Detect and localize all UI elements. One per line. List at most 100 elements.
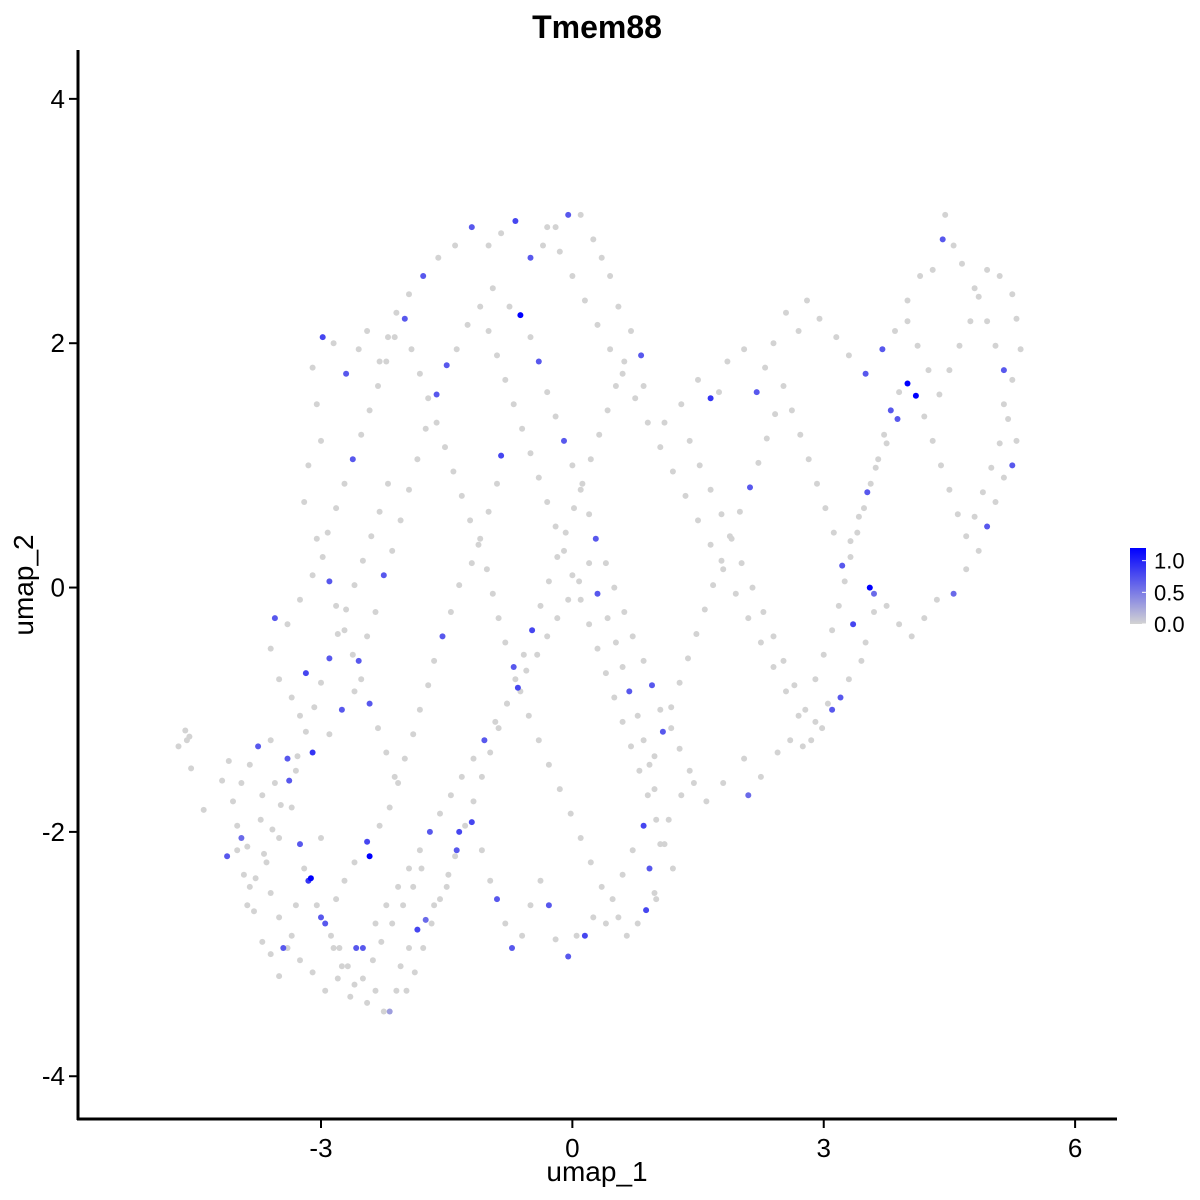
cell-point [372, 609, 379, 615]
cell-point [720, 780, 727, 786]
cell-point [309, 364, 316, 371]
cell-point [414, 926, 421, 933]
cell-point [938, 462, 944, 469]
cell-point [653, 896, 660, 903]
cell-point [552, 936, 559, 943]
cell-point [829, 706, 836, 713]
cell-point [661, 419, 668, 426]
cell-point [267, 951, 274, 958]
x-tick-label: 6 [1068, 1133, 1082, 1163]
cell-point [238, 780, 245, 786]
cell-point [561, 547, 567, 554]
cell-point [477, 535, 484, 542]
cell-point [925, 367, 932, 374]
cell-point [577, 835, 584, 841]
cell-point [596, 431, 603, 438]
cell-point [351, 859, 358, 866]
cell-point [602, 560, 609, 567]
cell-point [401, 755, 408, 762]
cell-point [385, 334, 391, 341]
cell-point [649, 682, 655, 689]
cell-point [182, 727, 189, 734]
cell-point [695, 517, 701, 524]
cell-point [386, 804, 393, 811]
cell-point [487, 749, 494, 756]
cell-point [330, 945, 337, 951]
cell-point [406, 291, 412, 298]
cell-point [309, 749, 316, 756]
cell-point [395, 883, 402, 890]
colorbar-label: 0.0 [1154, 612, 1185, 637]
cell-point [812, 676, 819, 683]
cell-point [494, 352, 500, 359]
cell-point [397, 963, 404, 970]
cell-point [383, 749, 390, 756]
cell-point [246, 761, 253, 768]
cell-point [607, 346, 614, 353]
cell-point [527, 334, 534, 341]
cell-point [447, 792, 454, 799]
cell-point [271, 780, 278, 786]
cell-point [200, 806, 207, 813]
x-axis-ticks: -3 0 3 6 [309, 1119, 1082, 1163]
cell-point [619, 871, 626, 878]
cell-point [950, 242, 957, 249]
cell-point [984, 523, 991, 530]
cell-point [787, 737, 794, 744]
x-tick-label: 0 [565, 1133, 579, 1163]
cell-point [393, 309, 400, 316]
cell-point [478, 773, 485, 780]
cell-point [416, 370, 423, 377]
cell-point [579, 480, 586, 487]
cell-point [770, 340, 777, 347]
cell-point [286, 777, 293, 784]
cell-point [458, 773, 465, 780]
cell-point [244, 843, 251, 850]
cell-point [326, 731, 333, 738]
cell-point [389, 547, 396, 554]
cell-point [992, 499, 999, 505]
cell-point [319, 554, 326, 560]
cell-point [914, 342, 921, 349]
cell-point [535, 737, 542, 744]
cell-point [385, 480, 391, 487]
cell-point [629, 847, 636, 854]
cell-point [804, 297, 810, 304]
cell-point [414, 456, 421, 463]
cell-point [693, 631, 700, 637]
cell-point [406, 486, 412, 493]
cell-point [319, 334, 326, 341]
cell-point [829, 627, 836, 634]
cell-point [797, 431, 804, 438]
cell-point [545, 761, 552, 768]
cell-point [586, 560, 593, 567]
cell-point [929, 266, 936, 273]
cell-point [707, 541, 714, 548]
cell-point [380, 572, 387, 579]
color-legend: 1.0 0.5 0.0 [1130, 548, 1185, 637]
cell-point [581, 932, 588, 939]
cell-point [847, 554, 854, 560]
cell-point [502, 920, 509, 927]
cell-point [757, 773, 764, 780]
cell-point [271, 615, 278, 622]
cell-point [495, 725, 502, 732]
cell-point [678, 401, 685, 408]
chart-title: Tmem88 [532, 9, 662, 45]
cell-point [561, 437, 567, 444]
cell-point [544, 224, 551, 231]
cell-point [418, 865, 425, 872]
cell-point [669, 865, 676, 872]
cell-point [267, 890, 274, 896]
cell-point [594, 321, 601, 328]
y-axis-ticks: -4 -2 0 2 4 [42, 84, 78, 1091]
cell-point [334, 631, 341, 637]
y-tick-label: -2 [42, 817, 65, 847]
cell-point [562, 529, 569, 536]
cell-point [452, 853, 459, 860]
cell-point [437, 896, 443, 903]
y-tick-label: 2 [51, 328, 65, 358]
cell-point [695, 376, 701, 383]
cell-point [569, 462, 576, 469]
y-tick-label: 0 [51, 573, 65, 603]
